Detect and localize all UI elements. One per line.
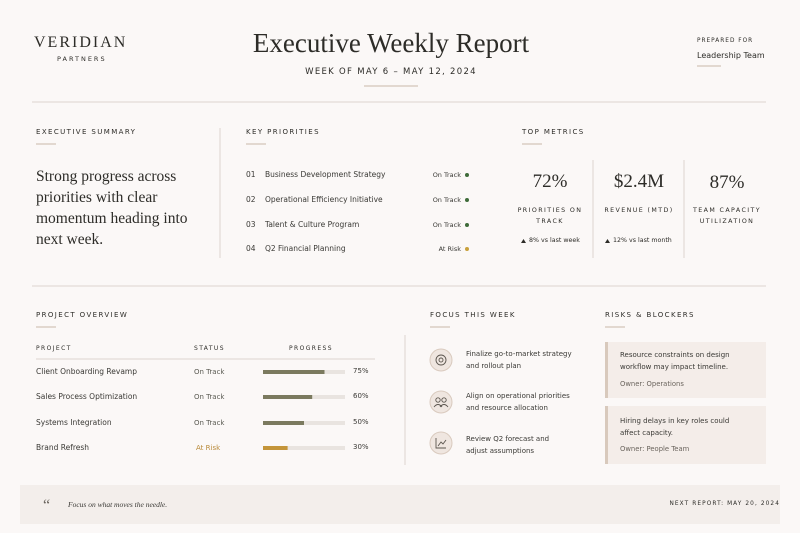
progress-bar bbox=[263, 446, 288, 450]
section-heading: EXECUTIVE SUMMARY bbox=[36, 128, 137, 136]
priority-name: Operational Efficiency Initiative bbox=[265, 195, 383, 204]
risk-border bbox=[605, 406, 608, 464]
brand-sub: PARTNERS bbox=[57, 55, 107, 63]
prepared-for: Leadership Team bbox=[697, 51, 765, 60]
section-heading: PROJECT OVERVIEW bbox=[36, 311, 129, 319]
focus-item: Finalize go-to-market strategy and rollo… bbox=[466, 350, 572, 370]
priority-num: 02 bbox=[246, 195, 256, 204]
status-dot bbox=[465, 173, 469, 177]
icon-bg bbox=[429, 390, 453, 414]
focus-item: Align on operational priorities and reso… bbox=[466, 392, 570, 412]
project-name: Brand Refresh bbox=[36, 443, 90, 452]
risk-text: Resource constraints on design workflow … bbox=[620, 351, 730, 371]
project-status: At Risk bbox=[196, 444, 221, 452]
icon-bg bbox=[429, 348, 453, 372]
brand: VERIDIAN bbox=[34, 34, 128, 51]
progress-track bbox=[263, 446, 345, 450]
project-name: Sales Process Optimization bbox=[36, 392, 138, 401]
quote-mark: “ bbox=[43, 497, 50, 514]
focus-item: Review Q2 forecast and adjust assumption… bbox=[466, 435, 550, 455]
metric-delta: 12% vs last month bbox=[613, 237, 672, 244]
risk-owner: Owner: Operations bbox=[620, 380, 684, 388]
prepared-label: PREPARED FOR bbox=[697, 38, 754, 44]
risk-card bbox=[605, 342, 766, 398]
up-arrow bbox=[605, 239, 610, 243]
progress-bar bbox=[263, 395, 313, 399]
section-heading: FOCUS THIS WEEK bbox=[430, 311, 516, 319]
progress-label: 50% bbox=[353, 418, 369, 426]
priority-name: Q2 Financial Planning bbox=[265, 244, 346, 253]
subtitle: WEEK OF MAY 6 – MAY 12, 2024 bbox=[305, 67, 477, 77]
project-status: On Track bbox=[194, 393, 225, 401]
project-name: Systems Integration bbox=[36, 418, 112, 427]
risk-card bbox=[605, 406, 766, 464]
metric-label: TEAM CAPACITY UTILIZATION bbox=[692, 207, 761, 225]
metric-label: REVENUE (MTD) bbox=[604, 207, 674, 214]
progress-label: 60% bbox=[353, 392, 369, 400]
metric-value: $2.4M bbox=[613, 171, 665, 192]
section-heading: RISKS & BLOCKERS bbox=[605, 311, 695, 319]
priority-status: On Track bbox=[432, 221, 461, 229]
metric-delta: 8% vs last week bbox=[529, 237, 580, 244]
priority-name: Business Development Strategy bbox=[265, 170, 386, 179]
icon-bg bbox=[429, 431, 453, 455]
project-status: On Track bbox=[194, 368, 225, 376]
icon-people bbox=[435, 397, 441, 403]
priority-num: 01 bbox=[246, 170, 256, 179]
priority-status: On Track bbox=[432, 171, 461, 179]
icon-target bbox=[435, 354, 447, 366]
column-header: STATUS bbox=[194, 345, 225, 352]
icon-people bbox=[433, 404, 449, 408]
section-heading: KEY PRIORITIES bbox=[246, 128, 320, 136]
column-header: PROGRESS bbox=[289, 345, 333, 352]
icon-people bbox=[441, 397, 447, 403]
priority-status: At Risk bbox=[438, 245, 461, 253]
priority-num: 03 bbox=[246, 220, 256, 229]
icon-target bbox=[438, 357, 444, 363]
priority-num: 04 bbox=[246, 244, 256, 253]
progress-bar bbox=[263, 370, 325, 374]
progress-label: 30% bbox=[353, 443, 369, 451]
section-heading: TOP METRICS bbox=[522, 128, 585, 136]
priority-name: Talent & Culture Program bbox=[265, 220, 360, 229]
project-status: On Track bbox=[194, 419, 225, 427]
progress-bar bbox=[263, 421, 304, 425]
priority-status: On Track bbox=[432, 196, 461, 204]
icon-chart bbox=[435, 438, 447, 449]
footer-band bbox=[20, 485, 780, 524]
metric-value: 87% bbox=[709, 172, 745, 193]
project-name: Client Onboarding Revamp bbox=[36, 367, 137, 376]
progress-label: 75% bbox=[353, 367, 369, 375]
next-report: NEXT REPORT: MAY 20, 2024 bbox=[669, 501, 780, 507]
metric-value: 72% bbox=[532, 171, 568, 192]
metric-label: PRIORITIES ON TRACK bbox=[517, 207, 583, 225]
footer-quote: Focus on what moves the needle. bbox=[68, 500, 168, 509]
status-dot bbox=[465, 223, 469, 227]
title: Executive Weekly Report bbox=[252, 28, 530, 58]
column-header: PROJECT bbox=[36, 345, 72, 352]
risk-owner: Owner: People Team bbox=[620, 445, 690, 453]
up-arrow bbox=[521, 239, 526, 243]
risk-border bbox=[605, 342, 608, 398]
risk-text: Hiring delays in key roles could affect … bbox=[620, 417, 730, 437]
status-dot bbox=[465, 198, 469, 202]
status-dot bbox=[465, 247, 469, 251]
summary-text: Strong progress across priorities with c… bbox=[36, 168, 188, 248]
